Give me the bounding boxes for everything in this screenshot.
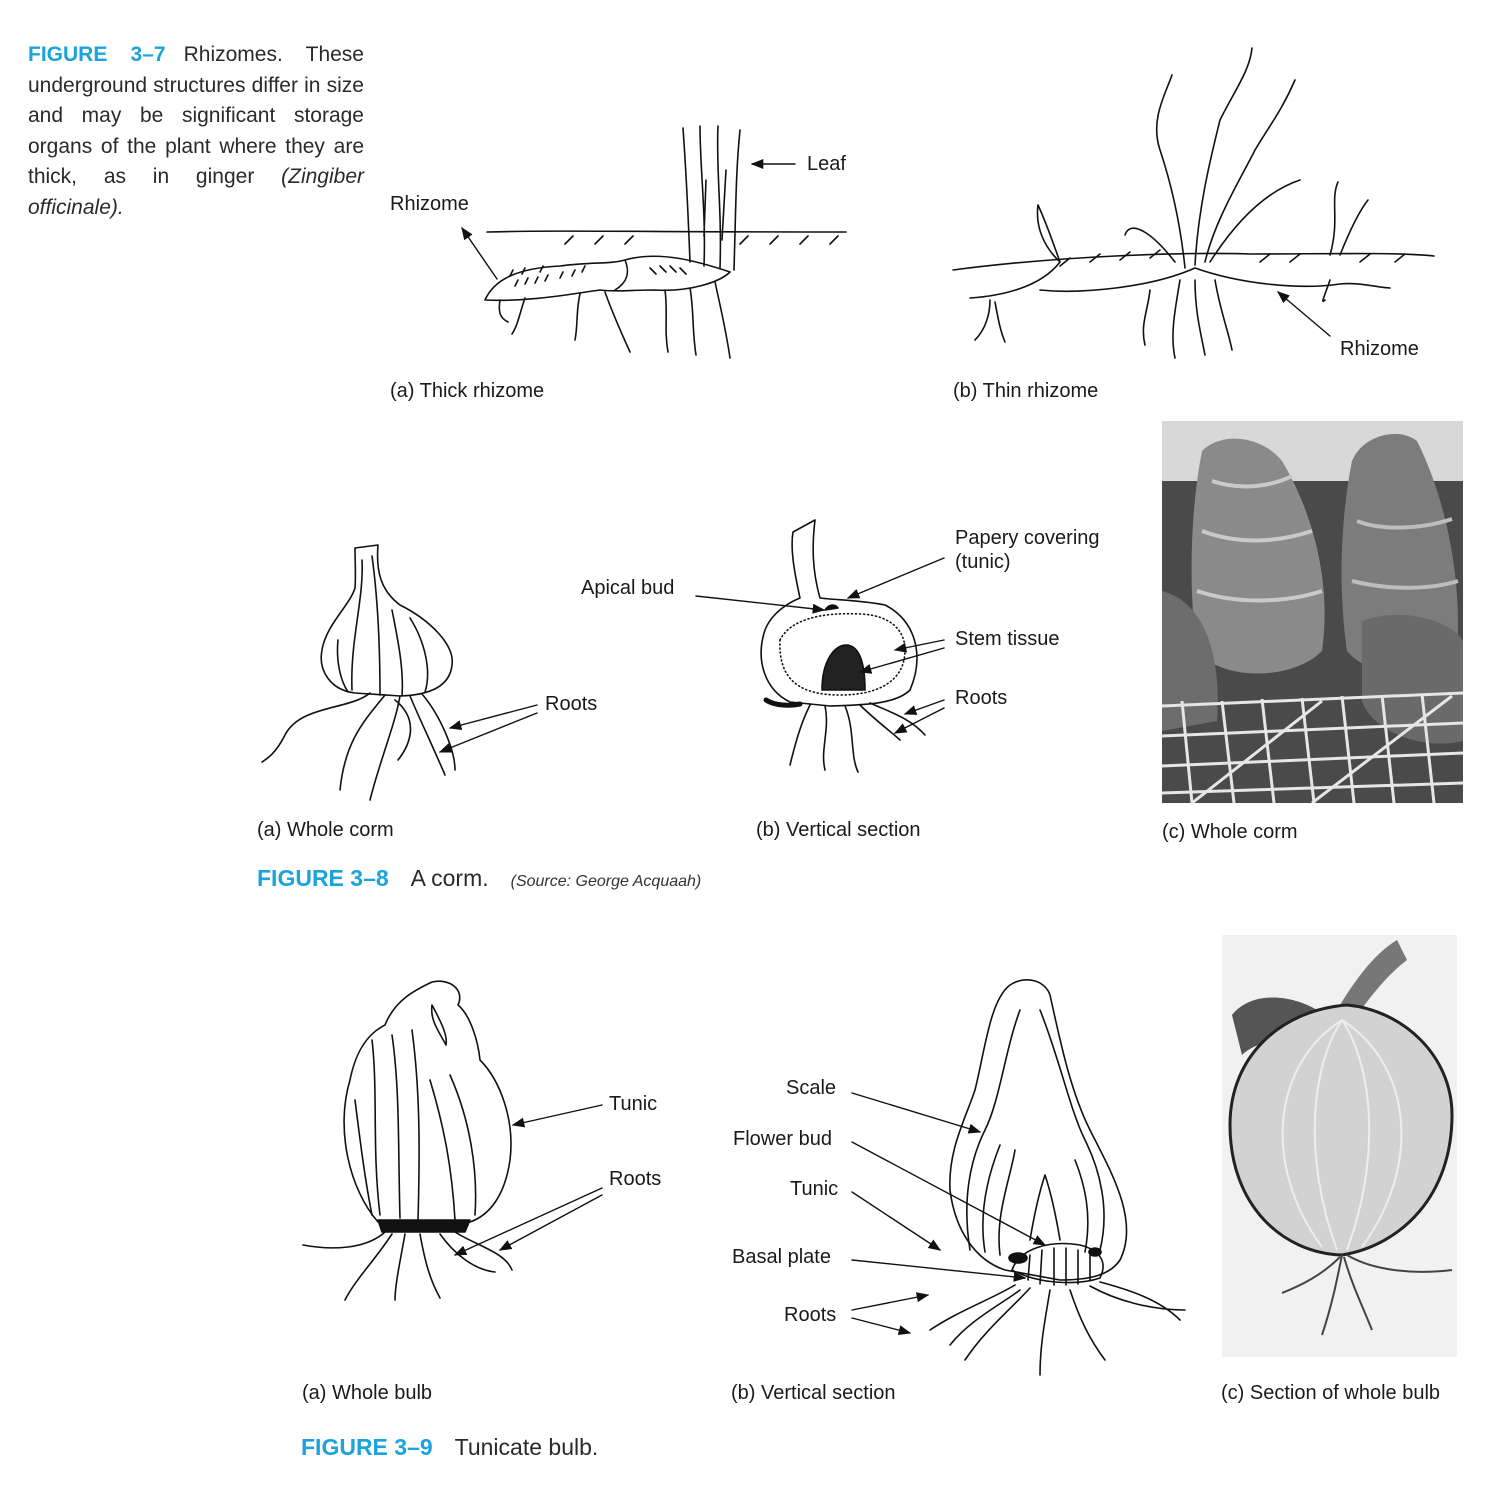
label-apical-bud: Apical bud [581,577,674,600]
whole-bulb-drawing [303,981,512,1300]
label-roots-corm-section: Roots [955,687,1007,710]
figure-3-9-label: FIGURE 3–9 [301,1434,433,1460]
label-flower-bud: Flower bud [733,1128,832,1151]
panel-whole-corm-photo: (c) Whole corm [1162,821,1298,844]
panel-section-whole-bulb: (c) Section of whole bulb [1221,1382,1440,1405]
panel-bulb-vertical-section: (b) Vertical section [731,1382,896,1405]
figure-3-9-caption: FIGURE 3–9 Tunicate bulb. [301,1434,598,1461]
figure-3-8-caption-text: A corm. [411,865,489,891]
label-papery-covering: Papery covering [955,527,1100,550]
panel-whole-bulb: (a) Whole bulb [302,1382,432,1405]
panel-corm-vertical-section: (b) Vertical section [756,819,921,842]
panel-whole-corm-drawing: (a) Whole corm [257,819,394,842]
bulb-section-drawing [930,980,1185,1375]
thick-rhizome-drawing [485,126,846,358]
figure-3-9-caption-text: Tunicate bulb. [455,1434,599,1460]
corm-photo [1162,421,1463,803]
bulb-photo [1222,935,1457,1357]
label-rhizome-thin: Rhizome [1340,338,1419,361]
label-roots-bulb-section: Roots [784,1304,836,1327]
thin-rhizome-drawing [953,48,1434,358]
label-stem-tissue: Stem tissue [955,628,1059,651]
figure-3-8-label: FIGURE 3–8 [257,865,389,891]
label-scale: Scale [786,1077,836,1100]
panel-thick-rhizome: (a) Thick rhizome [390,380,544,403]
panel-thin-rhizome: (b) Thin rhizome [953,380,1098,403]
label-roots-corm: Roots [545,693,597,716]
whole-corm-drawing [262,545,455,800]
label-tunic-corm: (tunic) [955,551,1011,574]
corm-section-drawing [761,520,925,772]
figure-3-8-source: (Source: George Acquaah) [511,873,702,890]
label-basal-plate: Basal plate [732,1246,831,1269]
label-tunic-bulb-section: Tunic [790,1178,838,1201]
label-roots-bulb: Roots [609,1168,661,1191]
label-leaf: Leaf [807,153,846,176]
label-tunic-bulb: Tunic [609,1093,657,1116]
figure-3-8-caption: FIGURE 3–8 A corm. (Source: George Acquaah… [257,865,701,892]
label-rhizome-thick: Rhizome [390,193,469,216]
